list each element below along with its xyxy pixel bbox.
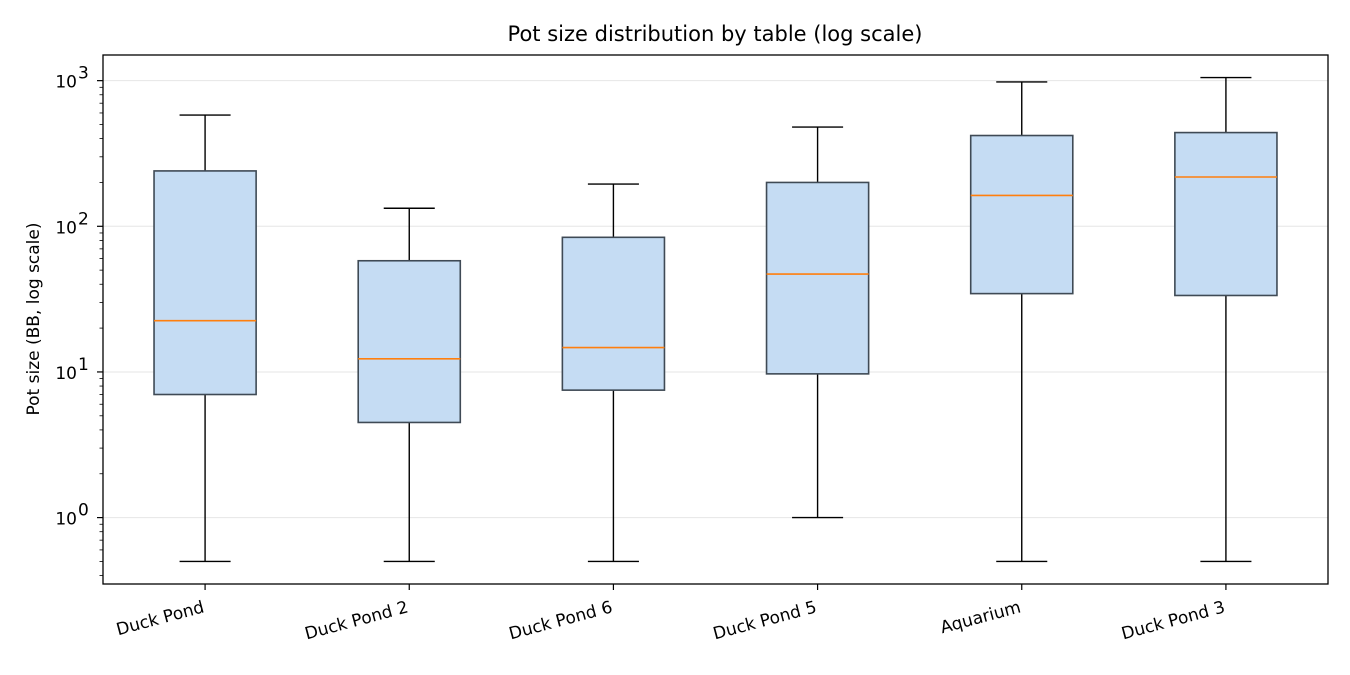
x-tick-label: Duck Pond 5 [711, 598, 819, 645]
x-tick-label: Aquarium [938, 598, 1023, 639]
box-group [765, 126, 870, 519]
y-tick-label: 10 [55, 218, 77, 238]
x-tick-label: Duck Pond 2 [303, 598, 411, 645]
x-tick-label: Duck Pond [114, 598, 206, 641]
iqr-box [561, 236, 666, 391]
iqr-box [969, 134, 1074, 295]
box-group [357, 207, 462, 563]
y-tick-label-exponent: 2 [78, 209, 89, 229]
iqr-box [765, 181, 870, 375]
y-axis-title: Pot size (BB, log scale) [24, 222, 44, 415]
box-group [561, 183, 666, 563]
x-tick-label: Duck Pond 3 [1119, 598, 1227, 645]
iqr-box [357, 259, 462, 424]
y-tick-label: 10 [55, 364, 77, 384]
iqr-box [1174, 131, 1278, 297]
y-tick-label: 10 [55, 510, 77, 530]
x-axis-ticks: Duck Pond Duck Pond 2 Duck Pond 6 Duck Pond… [114, 584, 1227, 644]
y-tick-label: 10 [55, 73, 77, 93]
boxes [153, 76, 1278, 563]
iqr-box [153, 170, 257, 396]
chart-title: Pot size distribution by table (log scal… [508, 22, 923, 46]
box-group [1174, 76, 1278, 563]
y-tick-label-exponent: 1 [78, 355, 89, 375]
plot-area-frame [102, 54, 1329, 585]
box-group [153, 114, 257, 563]
y-tick-label-exponent: 3 [78, 64, 89, 84]
y-tick-label-exponent: 0 [78, 501, 89, 521]
gridlines [103, 80, 1328, 519]
x-tick-label: Duck Pond 6 [507, 598, 615, 645]
box-group [969, 81, 1074, 563]
